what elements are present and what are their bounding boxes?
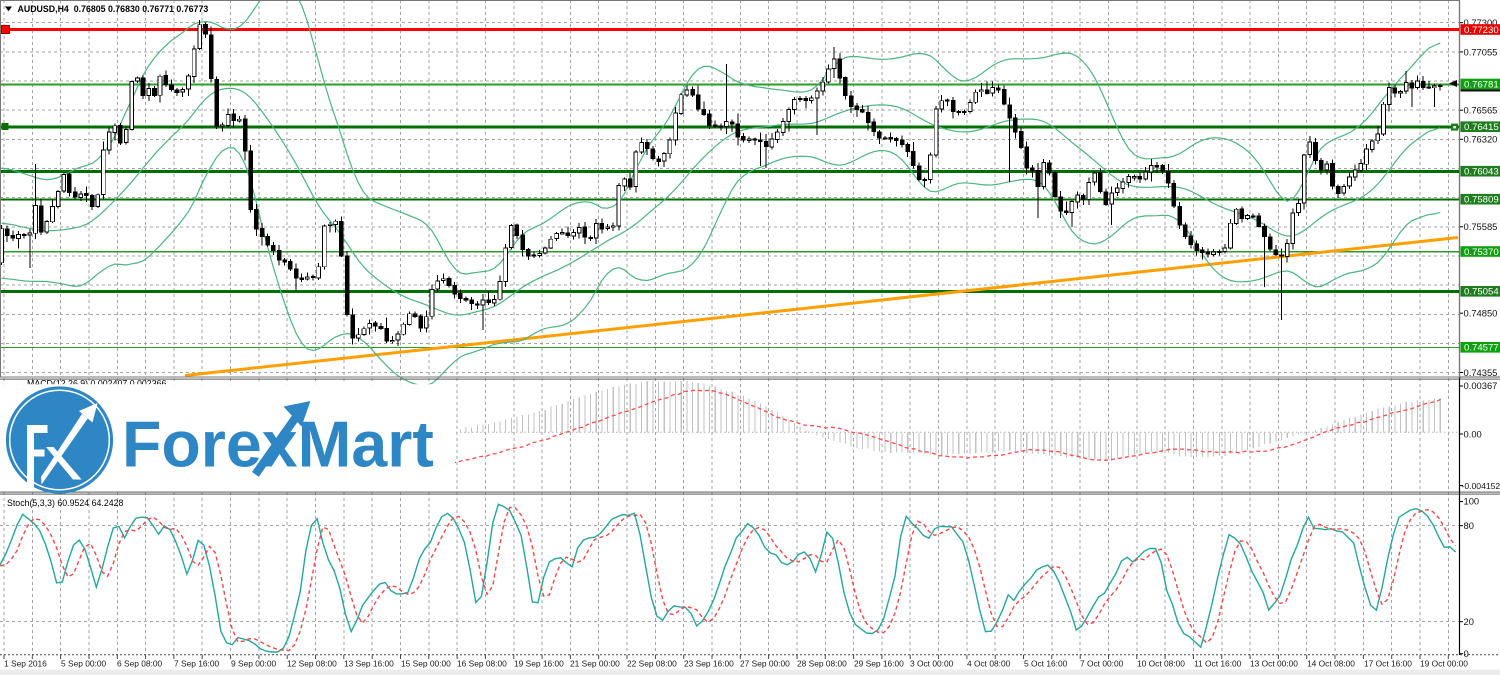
svg-text:5 Sep 00:00: 5 Sep 00:00 [61,659,107,669]
svg-text:Stoch(5,3,3) 60.9524 64.2428: Stoch(5,3,3) 60.9524 64.2428 [7,498,124,508]
svg-text:0.74577: 0.74577 [1464,343,1499,354]
svg-text:0.76565: 0.76565 [1464,105,1498,116]
svg-text:13 Sep 16:00: 13 Sep 16:00 [344,659,394,669]
svg-text:15 Sep 00:00: 15 Sep 00:00 [401,659,451,669]
svg-text:0.74355: 0.74355 [1464,367,1498,378]
svg-text:19 Sep 16:00: 19 Sep 16:00 [514,659,564,669]
svg-text:0.74850: 0.74850 [1464,308,1498,319]
svg-text:1 Sep 2016: 1 Sep 2016 [4,659,47,669]
svg-text:14 Oct 08:00: 14 Oct 08:00 [1307,659,1355,669]
svg-text:12 Sep 08:00: 12 Sep 08:00 [287,659,337,669]
svg-text:0.75054: 0.75054 [1464,287,1499,298]
svg-text:0.77055: 0.77055 [1464,46,1498,57]
svg-text:-0.004152: -0.004152 [1462,481,1500,491]
svg-text:19 Oct 00:00: 19 Oct 00:00 [1420,659,1468,669]
svg-text:3 Oct 00:00: 3 Oct 00:00 [910,659,954,669]
svg-text:0.77300: 0.77300 [1464,17,1498,28]
svg-text:17 Oct 16:00: 17 Oct 16:00 [1364,659,1412,669]
svg-text:20: 20 [1464,616,1474,627]
svg-text:21 Sep 00:00: 21 Sep 00:00 [570,659,620,669]
svg-text:0.77230: 0.77230 [1464,25,1499,36]
svg-text:0.00367: 0.00367 [1464,380,1498,391]
svg-text:10 Oct 08:00: 10 Oct 08:00 [1137,659,1185,669]
svg-text:MACD(12,26,9) 0.002407 0.00236: MACD(12,26,9) 0.002407 0.002366 [27,378,166,388]
svg-text:0.76415: 0.76415 [1464,122,1499,133]
svg-text:0.75585: 0.75585 [1464,221,1498,232]
svg-text:7 Sep 16:00: 7 Sep 16:00 [174,659,220,669]
svg-text:5 Oct 16:00: 5 Oct 16:00 [1024,659,1068,669]
svg-text:0.75370: 0.75370 [1464,247,1499,258]
svg-text:7 Oct 00:00: 7 Oct 00:00 [1080,659,1124,669]
svg-text:0.00: 0.00 [1464,428,1482,439]
svg-text:9 Sep 00:00: 9 Sep 00:00 [231,659,277,669]
svg-text:0.76043: 0.76043 [1464,167,1499,178]
svg-text:AUDUSD,H4 0.76805 0.76830 0.7: AUDUSD,H4 0.76805 0.76830 0.76771 0.7677… [18,4,209,14]
svg-text:16 Sep 08:00: 16 Sep 08:00 [457,659,507,669]
svg-text:0: 0 [1464,648,1469,659]
svg-text:28 Sep 08:00: 28 Sep 08:00 [797,659,847,669]
svg-text:0.76781: 0.76781 [1464,79,1499,90]
svg-text:100: 100 [1464,496,1480,507]
svg-text:11 Oct 16:00: 11 Oct 16:00 [1194,659,1242,669]
svg-text:6 Sep 08:00: 6 Sep 08:00 [117,659,163,669]
svg-text:29 Sep 16:00: 29 Sep 16:00 [854,659,904,669]
svg-text:13 Oct 00:00: 13 Oct 00:00 [1250,659,1298,669]
svg-text:23 Sep 16:00: 23 Sep 16:00 [684,659,734,669]
svg-text:4 Oct 08:00: 4 Oct 08:00 [967,659,1011,669]
svg-text:80: 80 [1464,520,1474,531]
svg-text:22 Sep 08:00: 22 Sep 08:00 [627,659,677,669]
svg-text:0.75809: 0.75809 [1464,195,1499,206]
svg-text:0.76320: 0.76320 [1464,134,1498,145]
svg-text:27 Sep 00:00: 27 Sep 00:00 [740,659,790,669]
